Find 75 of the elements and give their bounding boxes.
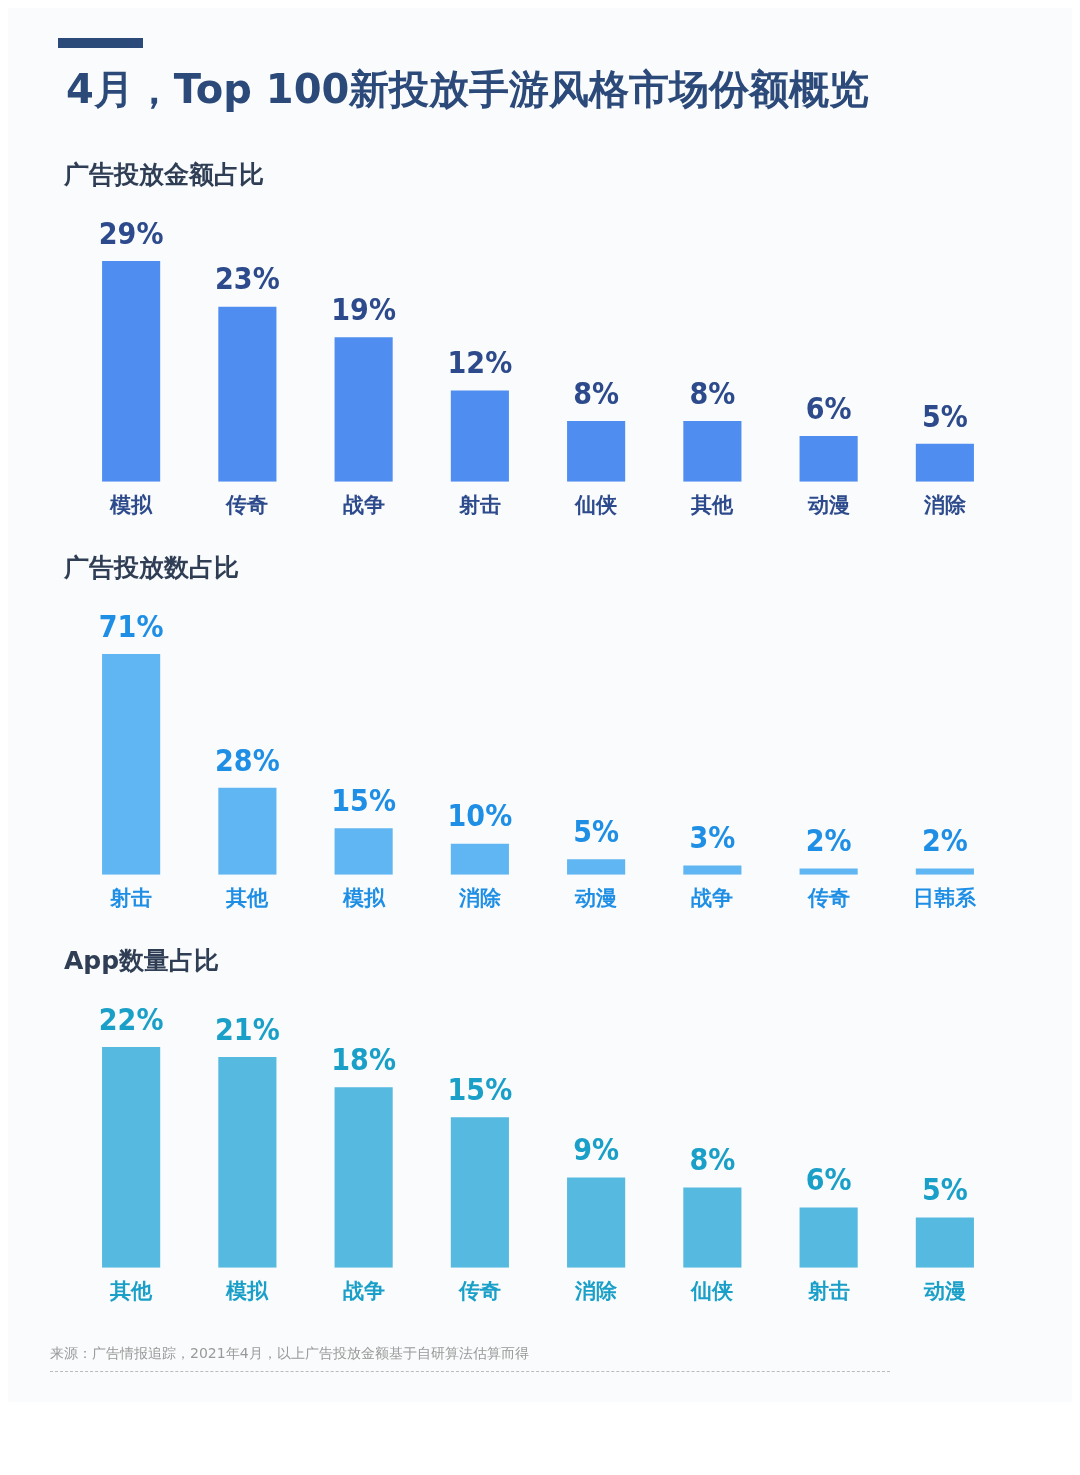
bar <box>567 1177 626 1268</box>
x-tick-label: 模拟 <box>225 1278 270 1303</box>
bar <box>218 1057 277 1268</box>
x-tick-label: 其他 <box>109 1278 154 1303</box>
x-tick-label: 动漫 <box>574 885 618 910</box>
x-tick-label: 动漫 <box>922 1278 966 1303</box>
x-tick-label: 射击 <box>457 492 501 517</box>
chart-title: 4月，Top 100新投放手游风格市场份额概览 <box>66 65 871 114</box>
x-tick-label: 射击 <box>109 885 153 910</box>
bar <box>334 1087 393 1268</box>
x-tick-label: 仙侠 <box>574 492 618 517</box>
data-label: 10% <box>447 798 513 834</box>
x-tick-label: 模拟 <box>109 492 154 517</box>
data-label: 29% <box>98 215 164 251</box>
bar <box>102 261 161 482</box>
x-tick-label: 传奇 <box>457 1278 501 1303</box>
bar <box>218 787 277 875</box>
data-label: 12% <box>447 345 513 381</box>
chart-subtitle: App数量占比 <box>63 945 221 977</box>
data-label: 8% <box>689 1142 736 1178</box>
bar <box>218 306 277 482</box>
data-label: 23% <box>215 261 280 297</box>
bar <box>450 390 509 482</box>
bar <box>799 436 858 482</box>
data-label: 5% <box>921 398 968 434</box>
bar <box>915 443 974 482</box>
bar <box>450 843 509 875</box>
bar <box>567 420 626 482</box>
x-tick-label: 传奇 <box>225 492 269 517</box>
chart-subtitle: 广告投放数占比 <box>63 552 240 584</box>
data-label: 71% <box>98 608 164 644</box>
bar <box>450 1117 509 1268</box>
bar <box>683 420 742 482</box>
data-label: 15% <box>447 1072 513 1108</box>
x-tick-label: 射击 <box>806 1278 850 1303</box>
bar <box>334 337 393 482</box>
x-tick-label: 传奇 <box>806 885 850 910</box>
data-label: 28% <box>215 742 280 778</box>
x-tick-label: 消除 <box>922 492 967 517</box>
bar <box>567 859 626 875</box>
x-tick-label: 消除 <box>574 1278 619 1303</box>
data-label: 6% <box>805 1162 852 1198</box>
chart-subtitle: 广告投放金额占比 <box>63 159 265 191</box>
bar <box>102 654 161 875</box>
bar <box>683 1187 742 1268</box>
x-tick-label: 战争 <box>342 1278 385 1303</box>
x-tick-label: 模拟 <box>341 885 386 910</box>
data-label: 21% <box>215 1011 280 1047</box>
data-label: 8% <box>573 375 620 411</box>
bar <box>915 1217 974 1268</box>
data-label: 18% <box>331 1041 396 1077</box>
bar <box>799 1207 858 1268</box>
data-label: 3% <box>689 820 736 856</box>
data-label: 6% <box>805 390 852 426</box>
data-label: 9% <box>573 1132 620 1168</box>
data-label: 19% <box>331 291 396 327</box>
x-tick-label: 战争 <box>342 492 385 517</box>
data-label: 5% <box>573 814 620 850</box>
bar <box>334 828 393 875</box>
data-label: 15% <box>331 782 396 818</box>
data-label: 8% <box>689 375 736 411</box>
x-tick-label: 消除 <box>457 885 502 910</box>
data-label: 22% <box>98 1001 164 1037</box>
x-tick-label: 其他 <box>690 492 735 517</box>
bar <box>683 865 742 875</box>
source-note: 来源：广告情报追踪，2021年4月，以上广告投放金额基于自研算法估算而得 <box>50 1345 890 1372</box>
bar <box>102 1047 161 1268</box>
data-label: 5% <box>921 1172 968 1208</box>
x-tick-label: 战争 <box>691 885 734 910</box>
x-tick-label: 仙侠 <box>690 1278 734 1303</box>
x-tick-label: 动漫 <box>806 492 850 517</box>
x-tick-label: 其他 <box>225 885 270 910</box>
data-label: 2% <box>805 823 852 859</box>
x-tick-label: 日韩系 <box>913 885 978 910</box>
data-label: 2% <box>921 823 968 859</box>
